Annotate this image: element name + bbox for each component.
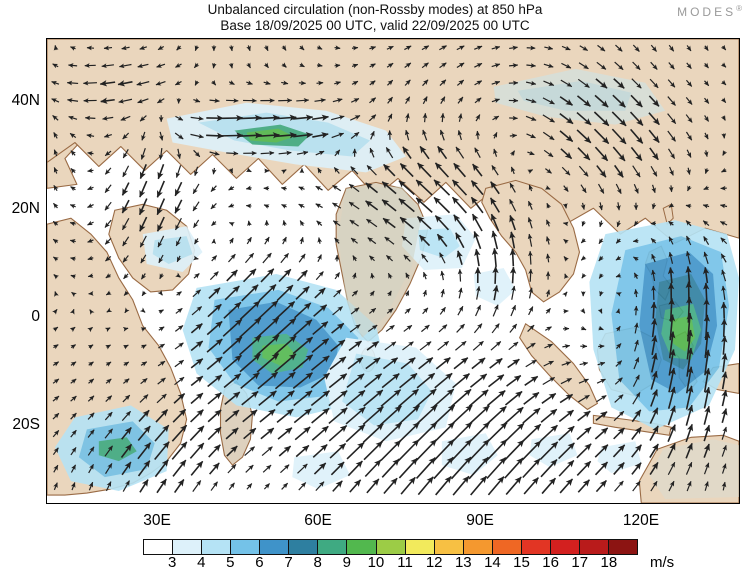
colorbar-segment-7 — [347, 540, 377, 554]
y-tick-20n: 20N — [11, 200, 40, 217]
colorbar-segment-6 — [318, 540, 348, 554]
wind-vector-arrows — [51, 44, 728, 496]
modes-logo: MODES® — [677, 4, 742, 19]
colorbar — [143, 539, 638, 555]
colorbar-tick-14: 14 — [484, 554, 501, 571]
colorbar-segment-0 — [144, 540, 174, 554]
colorbar-segment-2 — [202, 540, 232, 554]
colorbar-tick-13: 13 — [454, 554, 472, 571]
modes-logo-mark: ® — [736, 4, 742, 13]
x-tick-30e: 30E — [143, 512, 171, 529]
colorbar-segment-10 — [434, 540, 464, 554]
colorbar-segment-12 — [492, 540, 522, 554]
wind-speed-shading — [54, 68, 739, 500]
colorbar-segment-3 — [231, 540, 261, 554]
colorbar-tick-labels: 3 4 5 6 7 8 9 10 11 12 13 14 15 16 17 18 — [143, 554, 638, 574]
x-tick-90e: 90E — [466, 512, 494, 529]
colorbar-tick-10: 10 — [367, 554, 385, 571]
colorbar-units-label: m/s — [650, 554, 675, 571]
java — [592, 414, 672, 436]
map-canvas — [47, 39, 739, 503]
x-tick-60e: 60E — [304, 512, 332, 529]
x-tick-120e: 120E — [622, 512, 660, 529]
colorbar-tick-11: 11 — [397, 554, 413, 571]
colorbar-tick-15: 15 — [513, 554, 530, 571]
colorbar-tick-7: 7 — [284, 554, 293, 571]
colorbar-tick-18: 18 — [600, 554, 618, 571]
colorbar-tick-5: 5 — [226, 554, 235, 571]
colorbar-segment-13 — [521, 540, 551, 554]
y-tick-0: 0 — [31, 308, 40, 325]
colorbar-tick-4: 4 — [197, 554, 206, 571]
colorbar-tick-9: 9 — [342, 554, 351, 571]
colorbar-tick-3: 3 — [167, 554, 177, 571]
y-tick-20s: 20S — [12, 416, 40, 433]
y-tick-40n: 40N — [11, 92, 40, 109]
colorbar-segment-11 — [463, 540, 493, 554]
colorbar-segment-4 — [260, 540, 290, 554]
chart-title-line1: Unbalanced circulation (non-Rossby modes… — [207, 2, 543, 17]
colorbar-segment-8 — [376, 540, 406, 554]
colorbar-segment-15 — [579, 540, 609, 554]
sumatra — [519, 322, 599, 411]
colorbar-segment-16 — [609, 540, 638, 554]
taiwan — [662, 203, 674, 226]
colorbar-segment-1 — [173, 540, 203, 554]
modes-logo-text: MODES — [677, 5, 737, 19]
colorbar-segment-9 — [405, 540, 435, 554]
chart-title-line2: Base 18/09/2025 00 UTC, valid 22/09/2025… — [220, 18, 530, 33]
chart-title-block: Unbalanced circulation (non-Rossby modes… — [0, 2, 750, 34]
colorbar-segment-14 — [550, 540, 580, 554]
colorbar-tick-12: 12 — [425, 554, 443, 571]
colorbar-tick-6: 6 — [255, 554, 264, 571]
map-plot-frame — [46, 38, 740, 504]
colorbar-tick-17: 17 — [571, 554, 589, 571]
colorbar-tick-16: 16 — [542, 554, 559, 571]
colorbar-tick-8: 8 — [313, 554, 322, 571]
colorbar-segment-5 — [289, 540, 319, 554]
